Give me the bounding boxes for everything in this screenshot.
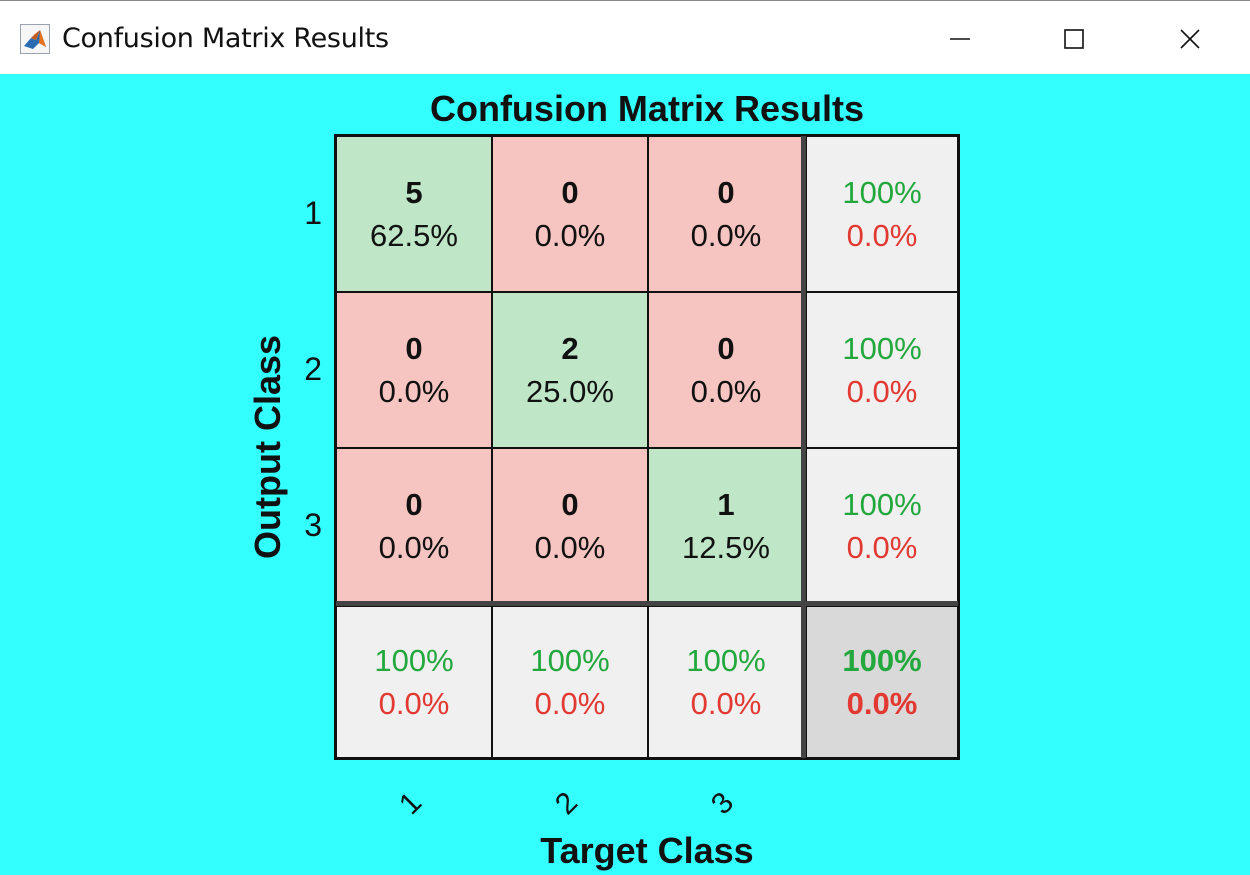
overall-accuracy: 100% [842, 643, 922, 678]
maximize-button[interactable] [1044, 19, 1104, 59]
summary-separator-horizontal [336, 601, 958, 606]
matrix-cell: 0 0.0% [492, 136, 648, 292]
cell-count: 0 [561, 175, 579, 210]
col-summary-cell: 100% 0.0% [492, 606, 648, 758]
matrix-cell: 0 0.0% [336, 448, 492, 604]
matrix-cell: 1 12.5% [648, 448, 804, 604]
matrix-cell: 0 0.0% [648, 292, 804, 448]
cell-percent: 0.0% [690, 218, 762, 253]
title-bar[interactable]: Confusion Matrix Results [0, 1, 1250, 74]
row-accuracy: 100% [842, 175, 922, 210]
matrix-cell: 5 62.5% [336, 136, 492, 292]
y-tick-1: 1 [304, 195, 322, 231]
col-error: 0.0% [378, 686, 450, 721]
cell-count: 1 [717, 487, 735, 522]
cell-count: 0 [405, 331, 423, 366]
cell-count: 5 [405, 175, 423, 210]
cell-percent: 0.0% [534, 530, 606, 565]
col-error: 0.0% [534, 686, 606, 721]
cell-percent: 62.5% [370, 218, 458, 253]
row-error: 0.0% [846, 374, 918, 409]
col-summary-cell: 100% 0.0% [648, 606, 804, 758]
y-tick-3: 3 [304, 507, 322, 543]
matlab-icon [20, 24, 50, 54]
y-tick-2: 2 [304, 351, 322, 387]
overall-error: 0.0% [846, 686, 918, 721]
cell-percent: 0.0% [534, 218, 606, 253]
summary-separator-vertical [801, 136, 806, 758]
plot-title: Confusion Matrix Results [429, 88, 865, 129]
matrix-cell: 0 0.0% [492, 448, 648, 604]
col-error: 0.0% [690, 686, 762, 721]
col-summary-cell: 100% 0.0% [336, 606, 492, 758]
matrix-cell: 0 0.0% [648, 136, 804, 292]
row-summary-cell: 100% 0.0% [806, 292, 958, 448]
cell-percent: 0.0% [378, 374, 450, 409]
x-tick-2: 2 [548, 785, 585, 822]
cell-percent: 12.5% [682, 530, 770, 565]
x-axis-label: Target Class [540, 830, 754, 871]
minimize-icon [950, 38, 970, 40]
cell-percent: 0.0% [690, 374, 762, 409]
plot-area[interactable]: Confusion Matrix Results Output Class 1 … [0, 74, 1250, 875]
row-summary-cell: 100% 0.0% [806, 448, 958, 604]
row-accuracy: 100% [842, 487, 922, 522]
window-title: Confusion Matrix Results [62, 23, 389, 54]
x-tick-3: 3 [704, 785, 741, 822]
y-axis-label: Output Class [247, 334, 288, 560]
maximize-icon [1064, 29, 1084, 49]
cell-count: 2 [561, 331, 579, 366]
cell-percent: 0.0% [378, 530, 450, 565]
row-accuracy: 100% [842, 331, 922, 366]
close-icon [1180, 29, 1200, 49]
confusion-matrix: 5 62.5% 0 0.0% 0 0.0% 100% 0.0% 0 0.0% 2 [334, 134, 960, 760]
col-accuracy: 100% [374, 643, 454, 678]
x-tick-1: 1 [392, 785, 429, 822]
cell-count: 0 [561, 487, 579, 522]
row-error: 0.0% [846, 218, 918, 253]
matrix-cell: 0 0.0% [336, 292, 492, 448]
overall-accuracy-cell: 100% 0.0% [806, 606, 958, 758]
row-summary-cell: 100% 0.0% [806, 136, 958, 292]
col-accuracy: 100% [686, 643, 766, 678]
cell-count: 0 [717, 331, 735, 366]
close-button[interactable] [1160, 19, 1220, 59]
cell-count: 0 [717, 175, 735, 210]
col-accuracy: 100% [530, 643, 610, 678]
matrix-cell: 2 25.0% [492, 292, 648, 448]
cell-count: 0 [405, 487, 423, 522]
cell-percent: 25.0% [526, 374, 614, 409]
row-error: 0.0% [846, 530, 918, 565]
minimize-button[interactable] [930, 19, 990, 59]
